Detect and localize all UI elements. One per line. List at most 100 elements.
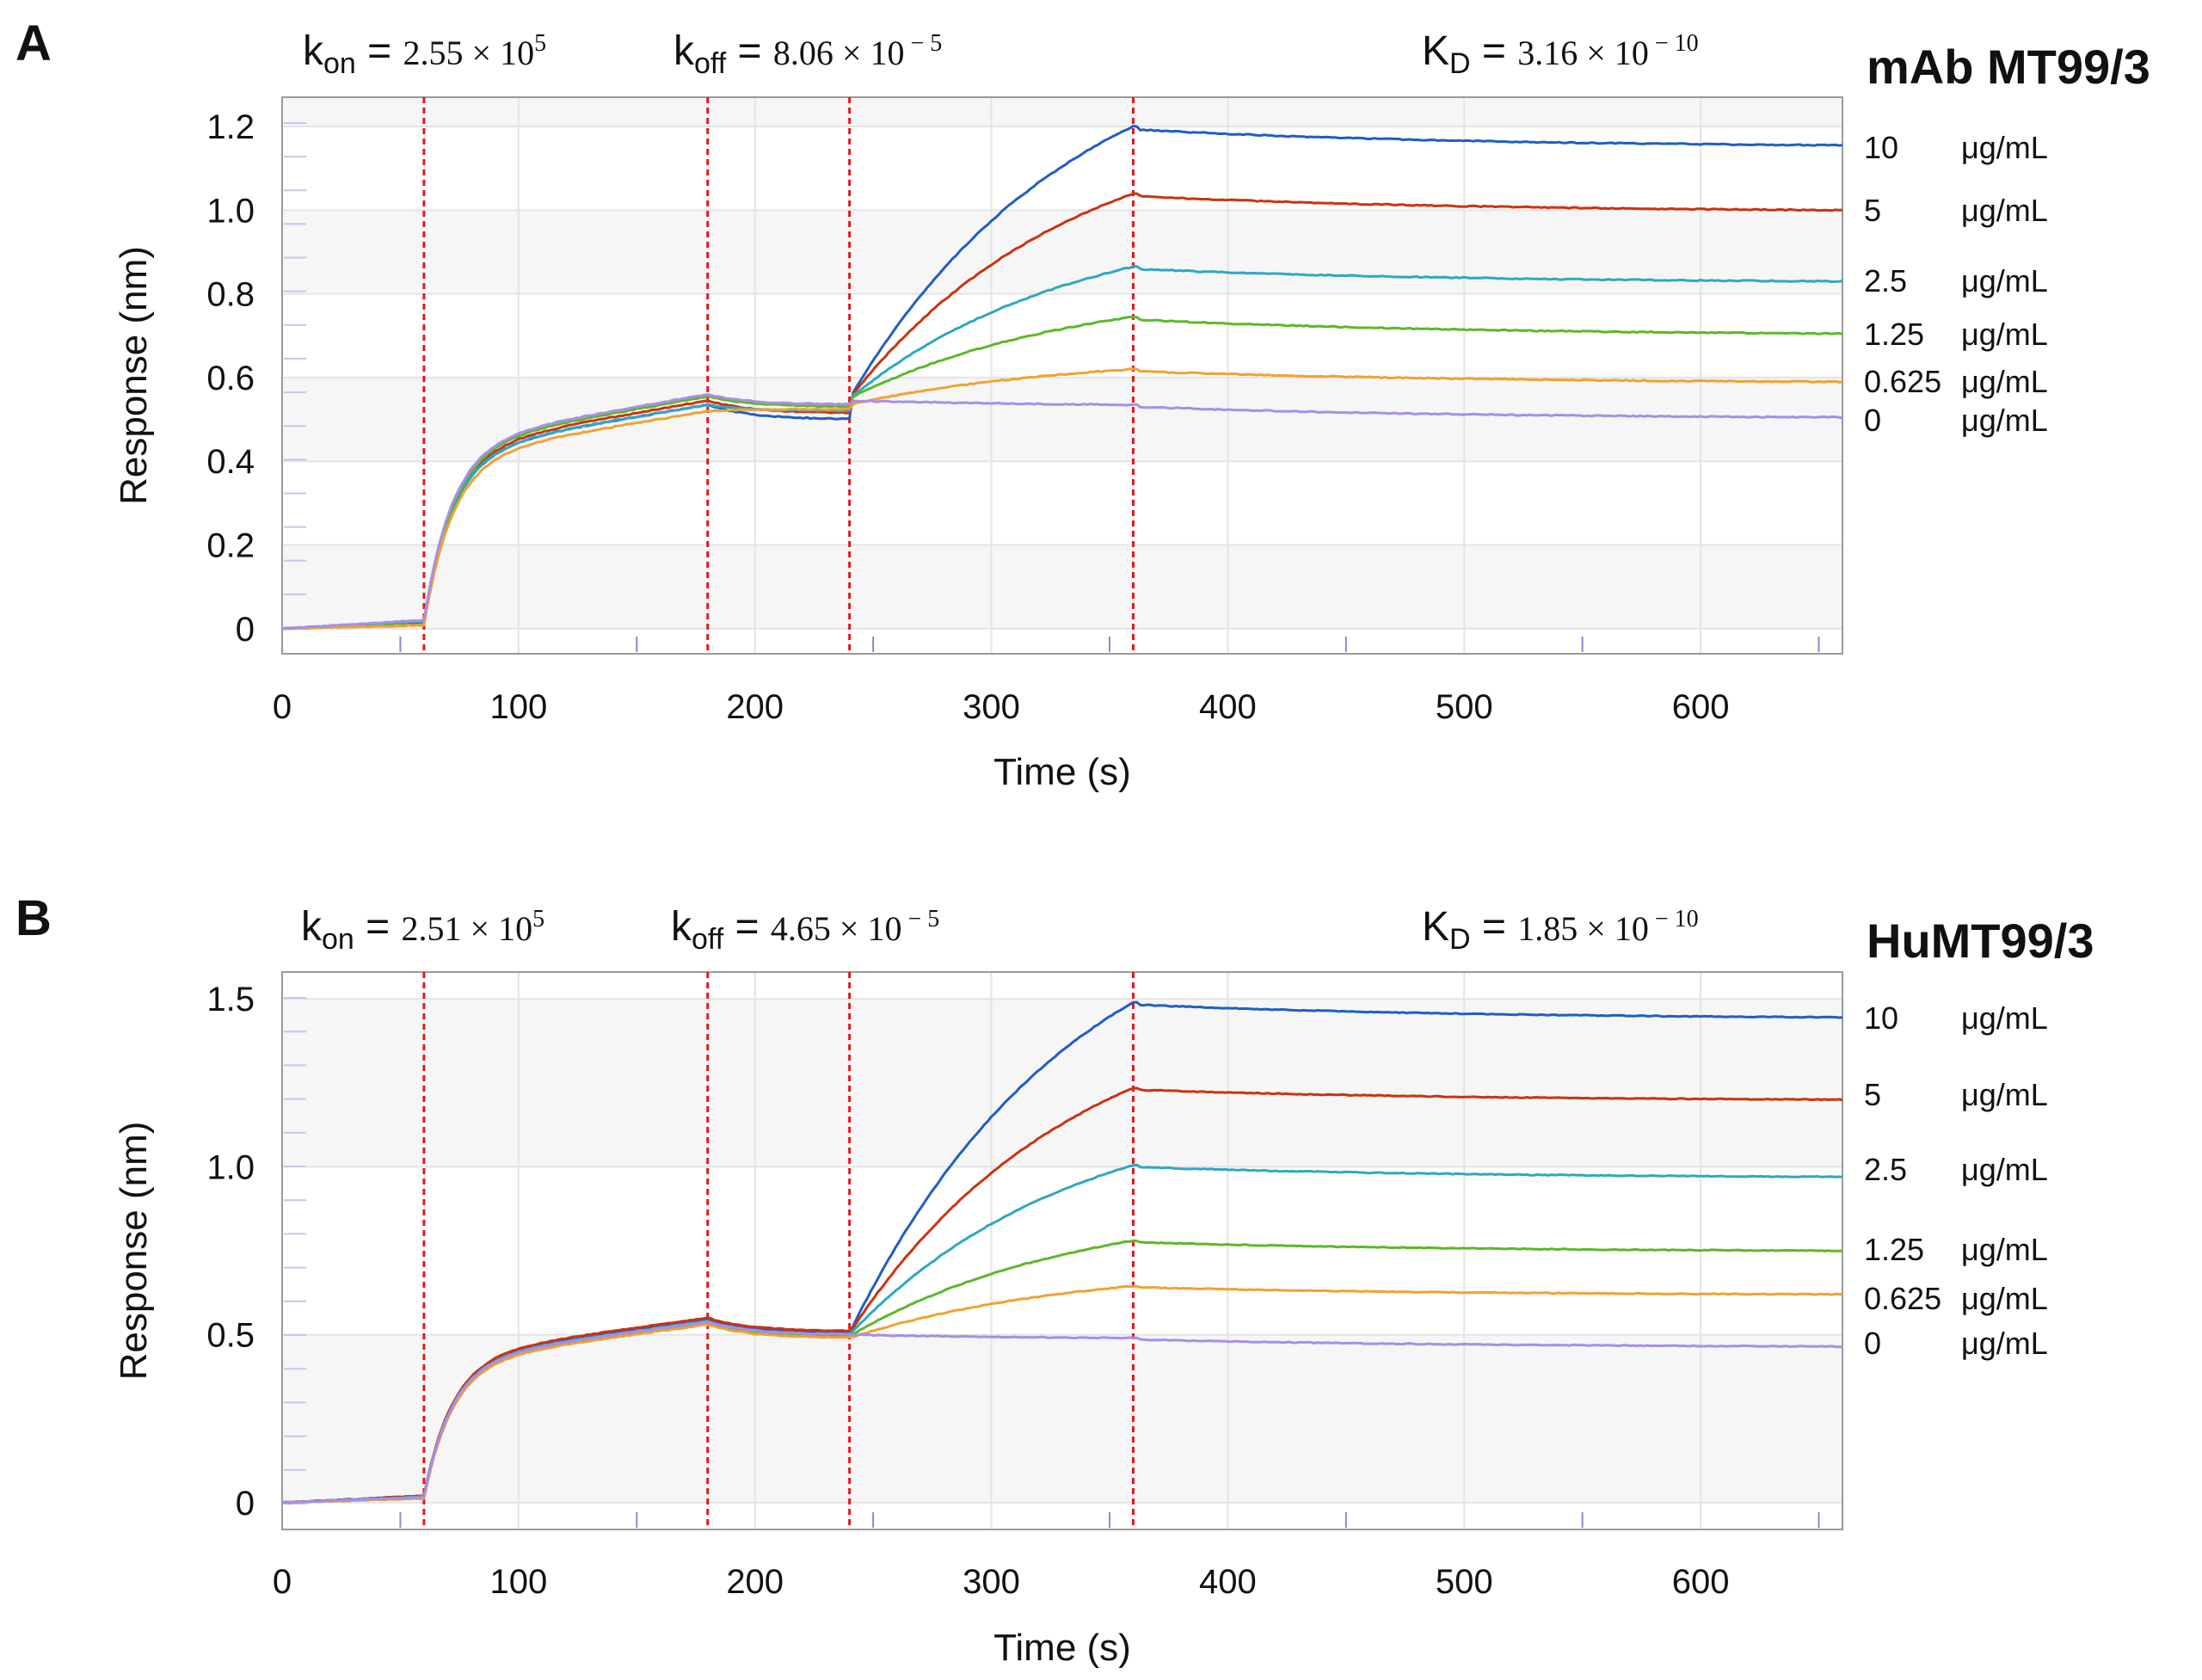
series-line-0-625 <box>281 367 1842 631</box>
kd-constant: KD = 3.16 × 10 − 10 <box>1422 28 1699 80</box>
legend-unit: μg/mL <box>1961 1152 2048 1187</box>
kd-constant-subscript: D <box>1449 47 1471 80</box>
legend-concentration: 5 <box>1864 193 1881 228</box>
x-axis-title: Time (s) <box>993 751 1131 793</box>
kd-constant: KD = 1.85 × 10 − 10 <box>1422 904 1699 956</box>
plot-band <box>282 377 1842 462</box>
legend-concentration: 0.625 <box>1864 1281 1941 1316</box>
koff-constant-symbol: k <box>674 28 695 74</box>
koff-constant-exponent: − 5 <box>901 906 939 932</box>
legend-concentration: 10 <box>1864 130 1898 165</box>
y-axis-title: Response (nm) <box>113 246 155 505</box>
x-tick-label: 500 <box>1436 1563 1493 1601</box>
x-tick-label: 300 <box>963 1563 1020 1601</box>
koff-constant-exponent: − 5 <box>904 30 942 57</box>
legend-concentration: 0 <box>1864 403 1881 438</box>
kon-constant-exponent: 5 <box>532 906 544 932</box>
plot-band <box>282 1334 1842 1503</box>
kon-constant-subscript: on <box>323 47 356 80</box>
x-tick-label: 100 <box>489 1563 547 1601</box>
kd-constant-equals: = <box>1471 904 1518 950</box>
y-tick-label: 0 <box>236 1485 255 1523</box>
y-tick-label: 0 <box>236 611 255 649</box>
kon-constant-symbol: k <box>301 904 323 950</box>
legend-unit: μg/mL <box>1961 1326 2048 1361</box>
legend-concentration: 2.5 <box>1864 263 1907 298</box>
legend-unit: μg/mL <box>1961 263 2048 298</box>
y-tick-label: 0.5 <box>206 1317 255 1355</box>
x-tick-label: 0 <box>273 1563 292 1601</box>
legend-concentration: 5 <box>1864 1077 1881 1112</box>
y-tick-label: 1.2 <box>206 108 255 146</box>
y-tick-label: 0.8 <box>206 276 255 314</box>
y-tick-label: 1.0 <box>206 192 255 230</box>
kd-constant-value: 1.85 × 10 <box>1517 909 1649 948</box>
x-tick-label: 300 <box>963 688 1020 726</box>
legend-unit: μg/mL <box>1961 317 2048 352</box>
legend-unit: μg/mL <box>1961 403 2048 438</box>
kon-constant-symbol: k <box>303 28 324 74</box>
koff-constant-symbol: k <box>671 904 692 950</box>
kon-constant: kon = 2.51 × 105 <box>301 904 544 956</box>
kd-constant-exponent: − 10 <box>1649 30 1699 57</box>
series-line-2-5 <box>281 265 1843 631</box>
legend-concentration: 2.5 <box>1864 1152 1907 1187</box>
koff-constant-subscript: off <box>692 923 724 956</box>
sample-title: mAb MT99/3 <box>1867 40 2150 94</box>
y-axis-title: Response (nm) <box>113 1122 155 1381</box>
series-line-5 <box>281 1086 1843 1505</box>
kd-constant-subscript: D <box>1449 923 1471 956</box>
x-tick-label: 200 <box>726 1563 784 1601</box>
x-tick-label: 200 <box>726 688 784 726</box>
series-line-0 <box>281 393 1843 631</box>
koff-constant-equals: = <box>726 28 773 74</box>
legend-unit: μg/mL <box>1961 1000 2048 1036</box>
series-line-0-625 <box>281 1284 1843 1505</box>
kon-constant-equals: = <box>354 904 402 950</box>
x-axis-title: Time (s) <box>993 1627 1131 1669</box>
kon-constant-subscript: on <box>322 923 354 956</box>
kon-constant-exponent: 5 <box>534 30 546 57</box>
x-tick-label: 0 <box>273 688 292 726</box>
kon-constant-equals: = <box>356 28 403 74</box>
x-tick-label: 400 <box>1199 688 1257 726</box>
kon-constant-value: 2.55 × 10 <box>403 34 535 72</box>
koff-constant-subscript: off <box>694 47 727 80</box>
y-tick-label: 0.2 <box>206 527 255 565</box>
koff-constant: koff = 4.65 × 10 − 5 <box>671 904 939 956</box>
kd-constant-symbol: K <box>1422 28 1449 74</box>
koff-constant: koff = 8.06 × 10 − 5 <box>674 28 942 80</box>
plot-band <box>282 545 1842 629</box>
koff-constant-value: 8.06 × 10 <box>773 34 905 72</box>
legend-concentration: 1.25 <box>1864 317 1924 352</box>
x-tick-label: 500 <box>1436 688 1493 726</box>
legend-unit: μg/mL <box>1961 1077 2048 1112</box>
kd-constant-value: 3.16 × 10 <box>1517 34 1649 72</box>
x-tick-label: 400 <box>1199 1563 1257 1601</box>
legend-concentration: 0 <box>1864 1326 1881 1361</box>
kd-constant-equals: = <box>1471 28 1518 74</box>
kon-constant: kon = 2.55 × 105 <box>303 28 546 80</box>
legend-unit: μg/mL <box>1961 1281 2048 1316</box>
series-line-5 <box>281 192 1843 631</box>
series-line-1-25 <box>282 315 1843 631</box>
kon-constant-value: 2.51 × 10 <box>402 909 533 948</box>
legend-unit: μg/mL <box>1961 364 2048 399</box>
x-tick-label: 600 <box>1672 688 1730 726</box>
plot-band <box>282 999 1842 1167</box>
y-tick-label: 0.4 <box>206 443 255 481</box>
kd-constant-exponent: − 10 <box>1649 906 1699 932</box>
panel-letter: A <box>15 15 52 71</box>
y-tick-label: 1.0 <box>206 1148 255 1186</box>
sample-title: HuMT99/3 <box>1867 914 2094 968</box>
panel-A: 00.20.40.60.81.01.20 100 200 300 400 500 600Ti… <box>15 15 2150 793</box>
plot-band <box>282 97 1842 127</box>
kd-constant-symbol: K <box>1422 904 1449 950</box>
legend-unit: μg/mL <box>1961 130 2048 165</box>
legend-concentration: 10 <box>1864 1000 1898 1036</box>
plot-frame <box>281 96 1843 655</box>
koff-constant-equals: = <box>723 904 771 950</box>
panel-letter: B <box>15 890 52 946</box>
